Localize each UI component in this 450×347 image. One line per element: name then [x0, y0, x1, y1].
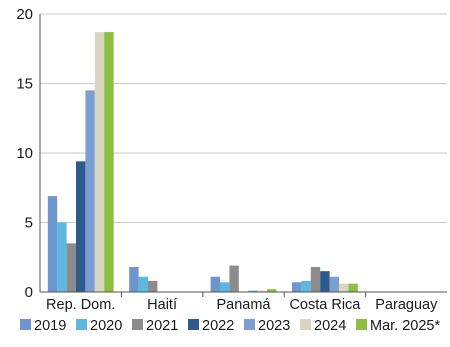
bar-0-5: [94, 32, 105, 292]
legend-swatch: [20, 319, 31, 330]
bar-2-2: [229, 265, 239, 292]
bar-0-6: [104, 32, 114, 292]
legend-swatch: [300, 319, 311, 330]
category-label: Haití: [147, 297, 177, 313]
bar-3-6: [348, 283, 358, 292]
legend-label: 2024: [314, 318, 346, 334]
y-tick-label: 0: [25, 284, 33, 301]
y-tick-label: 5: [25, 215, 33, 232]
bar-1-0: [129, 266, 139, 292]
legend-label: 2021: [146, 318, 178, 334]
legend-label: 2020: [90, 318, 122, 334]
category-label: Costa Rica: [289, 297, 361, 313]
legend-swatch: [356, 319, 367, 330]
bar-2-0: [210, 276, 220, 292]
y-tick-labels: 0 5 10 15 20: [16, 6, 33, 301]
bar-3-1: [301, 280, 311, 292]
y-tick-label: 20: [16, 6, 33, 23]
bar-2-5: [257, 290, 267, 292]
bar-0-2: [66, 243, 76, 292]
category-label: Panamá: [216, 297, 271, 313]
bar-2-1: [220, 282, 230, 292]
legend-label: 2023: [258, 318, 290, 334]
legend-label: 2019: [34, 318, 66, 334]
legend-swatch: [188, 319, 199, 330]
bars: [47, 32, 358, 292]
bar-2-6: [267, 289, 277, 292]
axes: [39, 14, 447, 297]
legend-label: Mar. 2025*: [370, 318, 440, 334]
bar-2-4: [248, 290, 258, 292]
legend: 2019 2020 2021 2022 2023 2024 Mar. 2025*: [20, 318, 440, 334]
bar-3-0: [292, 282, 302, 292]
bar-1-2: [148, 280, 158, 292]
bar-0-3: [76, 161, 86, 292]
bar-0-0: [47, 196, 58, 292]
legend-swatch: [132, 319, 143, 330]
category-label: Rep. Dom.: [46, 297, 115, 313]
bar-0-4: [85, 90, 95, 292]
legend-swatch: [76, 319, 87, 330]
bar-3-5: [339, 283, 349, 292]
bar-0-1: [57, 222, 67, 292]
legend-swatch: [244, 319, 255, 330]
y-tick-label: 15: [16, 76, 33, 93]
category-label: Paraguay: [375, 297, 438, 313]
category-labels: Rep. Dom. Haití Panamá Costa Rica Paraguay: [46, 297, 438, 313]
bar-1-1: [138, 276, 148, 292]
bar-3-4: [329, 276, 339, 292]
legend-label: 2022: [202, 318, 234, 334]
bar-3-3: [320, 271, 330, 292]
bar-3-2: [310, 266, 321, 292]
y-tick-label: 10: [16, 145, 33, 162]
